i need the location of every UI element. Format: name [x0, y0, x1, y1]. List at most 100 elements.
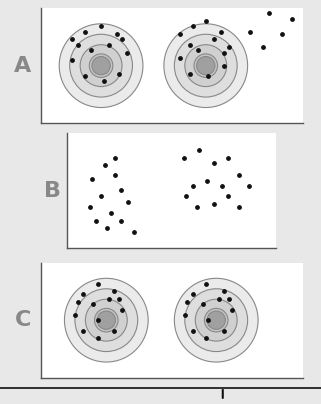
Point	[187, 70, 193, 77]
Point	[187, 42, 193, 48]
Point	[119, 36, 125, 43]
Point	[112, 288, 117, 295]
Point	[190, 23, 195, 29]
Circle shape	[196, 57, 215, 75]
Circle shape	[195, 299, 237, 341]
Point	[91, 301, 96, 308]
Circle shape	[164, 24, 247, 107]
Circle shape	[185, 289, 247, 351]
Point	[216, 296, 221, 303]
Point	[211, 36, 216, 43]
Point	[184, 193, 189, 199]
Point	[101, 78, 106, 84]
Point	[195, 47, 201, 53]
Point	[104, 224, 109, 231]
Circle shape	[85, 299, 127, 341]
Point	[112, 327, 117, 334]
Point	[206, 317, 211, 323]
Circle shape	[204, 308, 228, 332]
Point	[290, 15, 295, 22]
Point	[80, 291, 85, 297]
Point	[83, 28, 88, 35]
Point	[211, 160, 216, 166]
Point	[227, 44, 232, 50]
Point	[119, 307, 125, 313]
Point	[182, 312, 187, 318]
Point	[190, 183, 195, 189]
Point	[221, 49, 227, 56]
Point	[236, 172, 241, 179]
Point	[96, 317, 101, 323]
Circle shape	[89, 54, 113, 78]
Point	[236, 203, 241, 210]
Point	[88, 47, 93, 53]
Circle shape	[65, 278, 148, 362]
Point	[94, 218, 99, 225]
Point	[185, 299, 190, 305]
Point	[182, 155, 187, 162]
Point	[177, 31, 182, 38]
Circle shape	[75, 289, 138, 351]
Circle shape	[70, 34, 133, 97]
Circle shape	[194, 54, 218, 78]
Circle shape	[92, 57, 110, 75]
Point	[72, 312, 77, 318]
Point	[203, 335, 208, 342]
Point	[106, 296, 111, 303]
Point	[108, 210, 114, 216]
Circle shape	[174, 278, 258, 362]
Point	[221, 62, 227, 69]
Point	[247, 183, 252, 189]
Point	[125, 49, 130, 56]
Point	[201, 301, 206, 308]
Point	[117, 296, 122, 303]
Point	[177, 55, 182, 61]
Point	[132, 229, 137, 235]
Point	[98, 193, 103, 199]
Text: B: B	[44, 181, 61, 201]
Point	[227, 296, 232, 303]
Point	[196, 147, 202, 153]
Point	[119, 187, 124, 193]
Text: A: A	[14, 56, 31, 76]
Circle shape	[207, 311, 225, 329]
Circle shape	[174, 34, 237, 97]
Point	[248, 28, 253, 35]
Point	[80, 327, 85, 334]
Point	[284, 0, 290, 4]
Circle shape	[80, 45, 122, 86]
Point	[205, 178, 210, 185]
Point	[125, 199, 130, 206]
Point	[70, 36, 75, 43]
Circle shape	[97, 311, 116, 329]
Point	[229, 307, 234, 313]
Point	[96, 280, 101, 287]
Point	[83, 73, 88, 79]
Point	[102, 162, 107, 168]
Point	[203, 280, 208, 287]
Point	[261, 44, 266, 50]
Point	[221, 327, 227, 334]
Circle shape	[95, 308, 118, 332]
Point	[211, 201, 216, 208]
Point	[190, 291, 195, 297]
Point	[221, 288, 227, 295]
Point	[266, 10, 271, 17]
Point	[220, 183, 225, 189]
Circle shape	[185, 45, 227, 86]
Point	[106, 42, 111, 48]
Point	[203, 18, 208, 24]
Point	[206, 73, 211, 79]
Point	[114, 31, 119, 38]
Point	[75, 299, 80, 305]
Point	[75, 42, 80, 48]
Point	[96, 335, 101, 342]
Point	[226, 155, 231, 162]
Text: C: C	[14, 310, 31, 330]
Point	[70, 57, 75, 64]
Point	[226, 193, 231, 199]
Point	[194, 203, 199, 210]
Circle shape	[59, 24, 143, 107]
Point	[113, 155, 118, 162]
Point	[88, 203, 93, 210]
